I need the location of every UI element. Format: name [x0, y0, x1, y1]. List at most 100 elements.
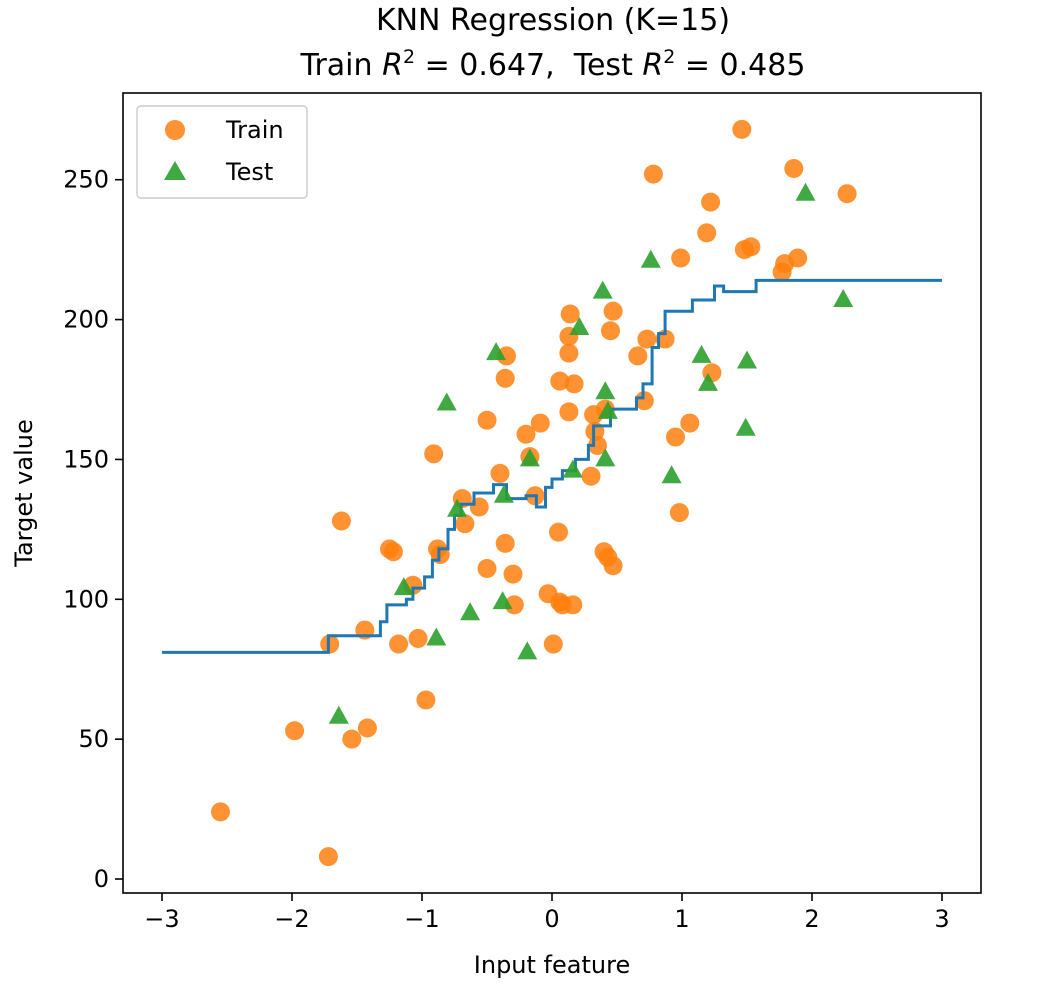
y-tick-label: 100 [63, 585, 109, 613]
legend-test-marker [164, 161, 186, 180]
train-point [563, 595, 583, 615]
y-tick-label: 50 [78, 725, 109, 753]
test-point [595, 448, 616, 467]
title-test-value: 0.485 [720, 48, 806, 83]
train-point [285, 721, 305, 741]
test-point [493, 484, 514, 503]
train-point [581, 466, 601, 486]
train-point [560, 304, 580, 324]
train-point [331, 511, 351, 531]
title-train-value: 0.647 [459, 48, 545, 83]
train-point [416, 690, 436, 710]
test-point [569, 317, 590, 335]
train-point [490, 463, 510, 483]
train-point [477, 559, 497, 579]
train-point [634, 391, 654, 411]
train-point [601, 321, 620, 341]
x-tick-label: 3 [934, 905, 949, 933]
train-point [357, 718, 377, 738]
test-point [393, 577, 414, 596]
train-point [497, 346, 516, 366]
title-test-r-exponent: 2 [663, 46, 675, 68]
train-point [837, 184, 857, 204]
y-tick-label: 0 [94, 865, 109, 893]
test-point [519, 448, 540, 467]
y-tick-label: 250 [63, 166, 109, 194]
train-point [671, 248, 691, 268]
train-point [383, 542, 403, 562]
axes-frame [122, 92, 982, 894]
train-point [732, 119, 752, 139]
train-point [603, 556, 623, 576]
train-point [643, 164, 663, 184]
test-point [562, 459, 583, 478]
test-point [661, 465, 682, 484]
train-point [211, 802, 230, 822]
train-point [741, 237, 761, 257]
plot-area [162, 119, 942, 867]
title-train-r: R [382, 48, 403, 83]
test-point [737, 350, 757, 369]
title-test-r: R [642, 48, 663, 83]
test-point [597, 400, 618, 419]
train-point [637, 329, 657, 349]
train-point [543, 634, 563, 654]
train-point [559, 402, 579, 422]
train-point [530, 413, 550, 433]
x-tick-label: 1 [674, 905, 689, 933]
test-point [833, 289, 854, 307]
test-point [795, 182, 816, 201]
knn-prediction-line [162, 278, 942, 654]
train-point [503, 564, 523, 584]
legend-train-marker [165, 120, 185, 140]
axis-ticks: −3 −2 −1 0 1 2 3 0 50 100 150 200 250 [63, 166, 949, 933]
x-tick-label: −3 [144, 905, 179, 933]
train-point [477, 410, 497, 430]
train-point [788, 248, 808, 268]
title-train-prefix: Train [300, 48, 383, 83]
train-point [342, 729, 362, 749]
x-tick-label: 2 [804, 905, 819, 933]
x-tick-label: −2 [274, 905, 309, 933]
test-point [486, 342, 507, 361]
test-point [436, 392, 457, 411]
title-test-prefix: Test [573, 48, 643, 83]
x-axis-label: Input feature [474, 951, 630, 979]
train-point [784, 159, 804, 179]
train-point [516, 424, 536, 444]
train-point [701, 192, 721, 212]
chart-title-line2: Train R2 = 0.647, Test R2 = 0.485 [300, 46, 806, 83]
train-point [603, 301, 623, 321]
train-point [564, 374, 584, 394]
chart-title-line1: KNN Regression (K=15) [376, 3, 730, 38]
train-point [455, 514, 475, 534]
test-point [492, 591, 513, 610]
train-point [680, 413, 700, 433]
test-point [517, 641, 538, 660]
train-point [666, 427, 685, 447]
y-axis-label: Target value [10, 419, 38, 567]
train-point [697, 223, 717, 243]
train-point [628, 346, 648, 366]
x-tick-label: −1 [404, 905, 439, 933]
train-point [550, 371, 570, 391]
train-point [504, 595, 524, 615]
test-point [592, 280, 613, 299]
test-point [426, 627, 447, 646]
test-point [698, 372, 718, 391]
legend: Train Test [136, 105, 308, 199]
train-point [559, 343, 579, 363]
y-tick-label: 200 [63, 306, 109, 334]
test-point [328, 705, 349, 724]
test-point [460, 602, 481, 621]
train-point [495, 533, 515, 553]
test-point [447, 498, 468, 517]
train-point [408, 628, 428, 648]
y-tick-label: 150 [63, 445, 109, 473]
title-train-r-exponent: 2 [403, 46, 415, 68]
title-separator: , [545, 48, 574, 83]
test-point [595, 381, 616, 400]
train-point [424, 444, 444, 464]
test-point [691, 344, 712, 363]
